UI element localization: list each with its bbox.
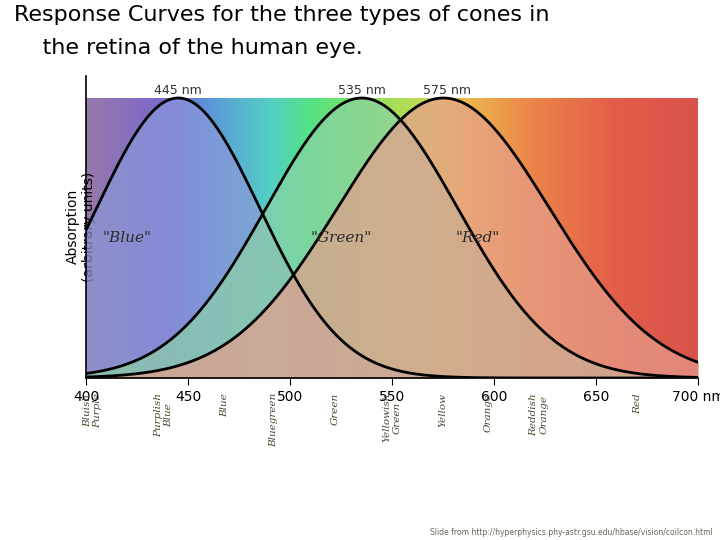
Text: Response Curves for the three types of cones in: Response Curves for the three types of c…	[14, 5, 550, 25]
Text: Bluish
Purple: Bluish Purple	[83, 393, 102, 428]
Text: Yellow: Yellow	[439, 393, 448, 427]
Text: Red: Red	[633, 393, 642, 414]
Text: Bluegreen: Bluegreen	[269, 393, 279, 447]
Text: 535 nm: 535 nm	[338, 84, 386, 97]
Text: Slide from http://hyperphysics.phy-astr.gsu.edu/hbase/vision/coilcon.html: Slide from http://hyperphysics.phy-astr.…	[430, 528, 713, 537]
Text: Orange: Orange	[484, 393, 492, 432]
Text: Purplish
Blue: Purplish Blue	[154, 393, 174, 437]
Text: 575 nm: 575 nm	[423, 84, 472, 97]
Text: "Blue": "Blue"	[103, 231, 152, 245]
Text: 445 nm: 445 nm	[154, 84, 202, 97]
Y-axis label: Absorption
(arbitrary units): Absorption (arbitrary units)	[66, 172, 96, 282]
Text: "Green": "Green"	[311, 231, 372, 245]
Text: the retina of the human eye.: the retina of the human eye.	[14, 38, 363, 58]
Text: "Red": "Red"	[456, 231, 500, 245]
Text: Blue: Blue	[220, 393, 230, 417]
Text: Reddish
Orange: Reddish Orange	[530, 393, 549, 436]
Text: Green: Green	[330, 393, 340, 425]
Text: Yellowish
Green: Yellowish Green	[383, 393, 402, 442]
